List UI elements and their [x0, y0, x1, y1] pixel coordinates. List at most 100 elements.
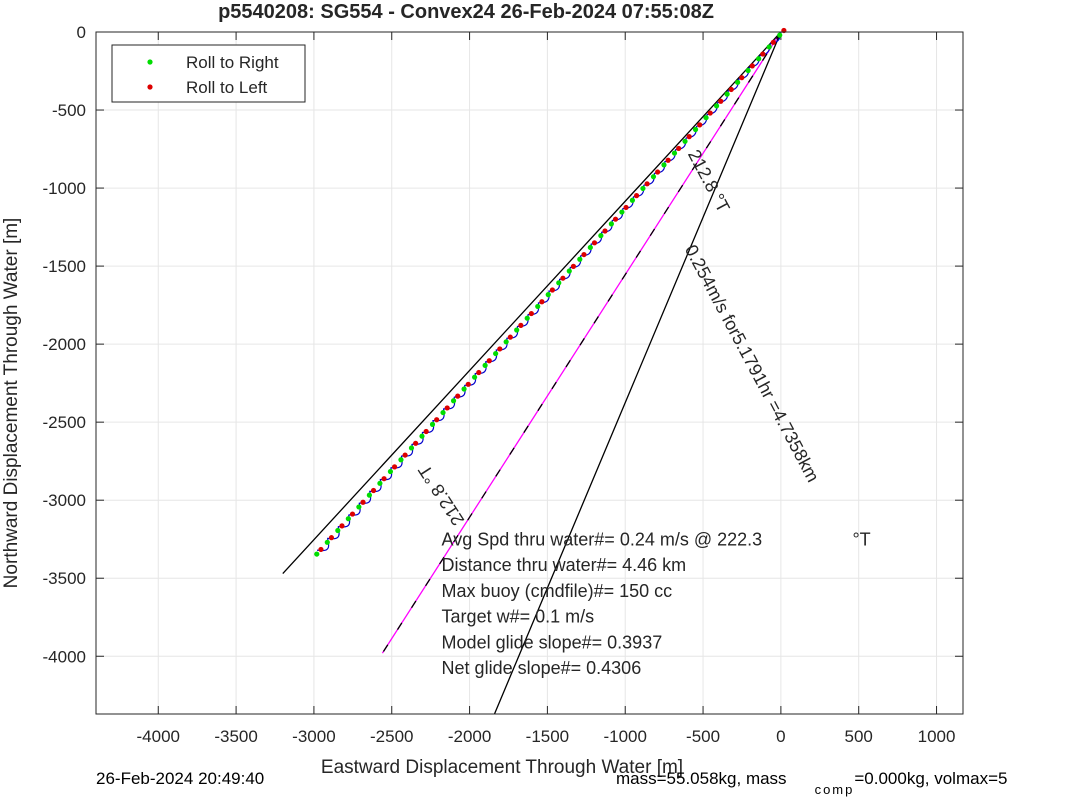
- y-tick-label: -1500: [43, 257, 86, 276]
- roll-right-marker: [724, 91, 730, 97]
- y-ticks: 0 -500 -1000 -1500 -2000 -2500 -3000 -3500 -4000: [43, 23, 963, 666]
- y-tick-label: -500: [52, 101, 86, 120]
- roll-right-marker: [629, 197, 636, 203]
- roll-markers: [314, 27, 787, 557]
- roll-left-marker: [528, 310, 534, 317]
- legend-box: [111, 44, 306, 103]
- legend-label: Roll to Left: [186, 78, 268, 97]
- roll-left-marker: [434, 417, 440, 423]
- reference-lines: [282, 31, 782, 715]
- x-tick-label: -1000: [603, 727, 646, 746]
- legend-marker: [147, 59, 153, 65]
- annotation-line: Distance thru water#= 4.46 km: [442, 555, 687, 575]
- roll-right-marker: [377, 480, 383, 486]
- roll-left-marker: [328, 535, 335, 541]
- x-tick-label: -2000: [448, 727, 491, 746]
- y-tick-label: -2500: [43, 413, 86, 432]
- roll-right-marker: [713, 103, 720, 109]
- roll-left-marker: [560, 275, 566, 281]
- roll-right-marker: [314, 551, 320, 557]
- roll-left-marker: [581, 251, 587, 258]
- roll-left-marker: [655, 169, 661, 175]
- roll-left-marker: [770, 39, 776, 45]
- roll-left-marker: [402, 452, 408, 458]
- roll-left-marker: [423, 428, 429, 435]
- x-tick-label: -2500: [370, 727, 413, 746]
- roll-left-marker: [686, 134, 692, 140]
- x-tick-label: 1000: [918, 727, 956, 746]
- roll-right-marker: [745, 67, 751, 74]
- x-ticks: -4000 -3500 -3000 -2500 -2000 -1500 -1000 -500 0…: [137, 32, 956, 746]
- roll-right-marker: [398, 457, 404, 463]
- roll-left-marker: [612, 216, 619, 222]
- roll-right-marker: [777, 32, 783, 38]
- roll-left-marker: [602, 228, 608, 234]
- annotation-avg-speed: Avg Spd thru water#= 0.24 m/s @ 222.3: [442, 529, 763, 549]
- roll-left-marker: [444, 405, 450, 411]
- roll-left-marker: [570, 263, 577, 269]
- legend: Roll to Right Roll to Left: [111, 44, 306, 103]
- roll-right-marker: [545, 292, 551, 298]
- roll-left-marker: [391, 464, 398, 470]
- roll-right-marker: [335, 527, 341, 534]
- roll-left-marker: [486, 358, 492, 364]
- roll-right-marker: [524, 315, 530, 321]
- x-tick-label: 500: [845, 727, 873, 746]
- roll-left-marker: [455, 393, 461, 399]
- roll-right-marker: [514, 327, 520, 333]
- x-tick-label: -3000: [292, 727, 335, 746]
- roll-left-marker: [665, 157, 671, 163]
- y-tick-label: -3000: [43, 491, 86, 510]
- line-label: 212.8 °T: [684, 146, 734, 216]
- line-label: 212.8 °T: [414, 461, 468, 529]
- roll-right-marker: [756, 56, 762, 62]
- roll-left-marker: [633, 193, 640, 199]
- roll-right-marker: [577, 256, 583, 262]
- x-tick-label: -4000: [137, 727, 180, 746]
- roll-left-marker: [707, 110, 713, 116]
- chart-title: p5540208: SG554 - Convex24 26-Feb-2024 0…: [218, 1, 714, 23]
- dive-track: [316, 31, 782, 552]
- roll-right-marker: [482, 362, 488, 368]
- annotation-line: Model glide slope#= 0.3937: [442, 632, 663, 652]
- annotation-unit: °T: [852, 529, 870, 549]
- footer-date: 26-Feb-2024 20:49:40: [96, 769, 265, 788]
- roll-left-marker: [318, 546, 324, 553]
- footer-comp-rest: =0.000kg, volmax=5: [854, 769, 1008, 788]
- upper-heading-line: [282, 31, 782, 574]
- roll-right-marker: [429, 421, 436, 427]
- footer-comp-sub: comp: [814, 782, 855, 797]
- roll-left-marker: [476, 369, 482, 376]
- x-tick-label: -1500: [526, 727, 569, 746]
- roll-left-marker: [549, 287, 556, 293]
- roll-right-marker: [493, 350, 499, 357]
- roll-left-marker: [644, 181, 650, 187]
- roll-right-marker: [608, 221, 614, 227]
- roll-right-marker: [387, 468, 394, 475]
- roll-left-marker: [381, 476, 387, 482]
- roll-left-marker: [728, 86, 734, 93]
- roll-left-marker: [339, 523, 345, 529]
- y-tick-label: -1000: [43, 179, 86, 198]
- line-label: 0.254m/s for5.1791hr =4.7358km: [681, 241, 823, 485]
- annotation-line: Max buoy (cmdfile)#= 150 cc: [442, 581, 673, 601]
- y-tick-label: -4000: [43, 647, 86, 666]
- roll-left-marker: [697, 122, 703, 128]
- annotation-line: Net glide slope#= 0.4306: [442, 658, 642, 678]
- lower-heading-line: [493, 31, 782, 715]
- roll-left-marker: [591, 240, 598, 246]
- y-tick-label: 0: [77, 23, 86, 42]
- roll-right-marker: [566, 268, 572, 274]
- roll-right-marker: [661, 162, 667, 168]
- roll-right-marker: [408, 445, 415, 451]
- roll-right-marker: [450, 398, 457, 404]
- roll-right-marker: [461, 386, 467, 392]
- roll-right-marker: [356, 504, 362, 510]
- roll-right-marker: [535, 303, 541, 310]
- x-tick-label: 0: [776, 727, 785, 746]
- roll-left-marker: [739, 75, 745, 81]
- roll-right-marker: [471, 374, 478, 380]
- roll-right-marker: [366, 492, 372, 498]
- footer-mass: mass=55.058kg, mass comp=0.000kg, volmax=…: [616, 769, 1008, 797]
- roll-right-marker: [619, 209, 625, 215]
